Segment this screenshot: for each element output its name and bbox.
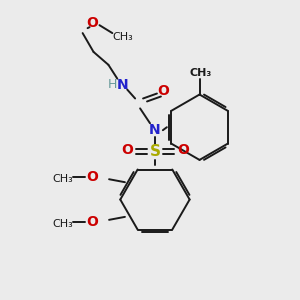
Text: O: O [86, 170, 98, 184]
Text: CH₃: CH₃ [189, 68, 212, 78]
Text: CH₃: CH₃ [112, 32, 133, 42]
Text: O: O [177, 143, 189, 157]
Text: N: N [149, 123, 161, 137]
Text: O: O [121, 143, 133, 157]
Text: H: H [108, 78, 117, 91]
Text: S: S [149, 145, 161, 160]
Text: O: O [157, 84, 169, 98]
Text: O: O [87, 16, 98, 30]
Text: O: O [86, 215, 98, 229]
Text: CH₃: CH₃ [52, 174, 73, 184]
Text: CH₃: CH₃ [52, 219, 73, 229]
Text: N: N [116, 78, 128, 92]
